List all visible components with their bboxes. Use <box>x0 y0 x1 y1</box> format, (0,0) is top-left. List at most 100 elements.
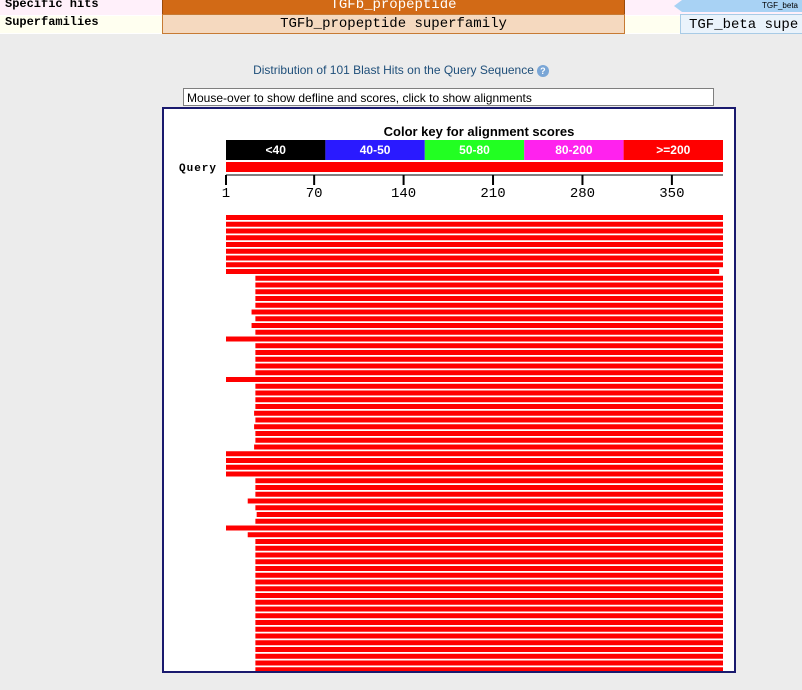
hit-bar[interactable] <box>226 464 723 470</box>
hit-bar[interactable] <box>255 417 723 423</box>
hit-bar[interactable] <box>247 532 723 538</box>
help-icon[interactable]: ? <box>536 64 549 77</box>
hit-bar[interactable] <box>226 336 723 342</box>
hit-bar[interactable] <box>255 478 723 484</box>
hit-bar[interactable] <box>255 613 723 619</box>
hit-bar[interactable] <box>255 572 723 578</box>
hit-bar[interactable] <box>226 248 723 254</box>
color-key-bin <box>623 140 723 160</box>
hit-bar[interactable] <box>255 431 723 436</box>
color-key-label: 80-200 <box>555 143 593 157</box>
hit-bar[interactable] <box>255 559 723 565</box>
hit-bar[interactable] <box>255 491 723 497</box>
hit-bar[interactable] <box>247 498 723 504</box>
hit-bar[interactable] <box>226 471 723 477</box>
defline-box: Mouse-over to show defline and scores, c… <box>183 88 714 106</box>
blast-hits-graph: Color key for alignment scores <40 40-50 50… <box>162 107 736 673</box>
distribution-title: Distribution of 101 Blast Hits on the Qu… <box>0 63 802 77</box>
distribution-title-text: Distribution of 101 Blast Hits on the Qu… <box>253 63 534 77</box>
hit-bar[interactable] <box>255 620 723 625</box>
color-key-bin <box>226 140 326 160</box>
hit-bar[interactable] <box>251 323 723 328</box>
hit-bar[interactable] <box>226 262 723 268</box>
hit-bar[interactable] <box>255 370 723 376</box>
color-key-label: <40 <box>266 143 287 157</box>
axis-tick-label: 1 <box>222 186 230 202</box>
hit-bar[interactable] <box>255 289 723 295</box>
hit-bar[interactable] <box>251 309 723 315</box>
hit-bar[interactable] <box>255 579 723 585</box>
hit-bar[interactable] <box>256 512 723 517</box>
hit-bar[interactable] <box>255 397 723 403</box>
query-bar <box>226 162 723 172</box>
hit-bar[interactable] <box>255 606 723 612</box>
hit-bar[interactable] <box>255 329 723 335</box>
hit-bar[interactable] <box>255 633 723 639</box>
domain-header: Specific hits Superfamilies TGFb_propept… <box>0 0 802 34</box>
hit-bar[interactable] <box>226 255 723 261</box>
hit-bar[interactable] <box>254 410 723 416</box>
hit-bar[interactable] <box>255 316 723 322</box>
hit-bar[interactable] <box>255 275 723 281</box>
specific-hits-label: Specific hits <box>5 0 99 11</box>
color-key-title: Color key for alignment scores <box>384 124 575 139</box>
hits-graphic: Color key for alignment scores <40 40-50 50… <box>179 124 723 671</box>
hit-bar[interactable] <box>255 640 723 646</box>
color-key-label: >=200 <box>656 143 690 157</box>
hit-bar[interactable] <box>255 505 723 511</box>
color-key-bin <box>424 140 525 160</box>
color-key-bin <box>325 140 425 160</box>
axis-tick-label: 210 <box>480 186 505 202</box>
hit-bar[interactable] <box>255 586 723 592</box>
hit-bar[interactable] <box>255 552 723 558</box>
hit-bar[interactable] <box>255 437 723 443</box>
hit-bar[interactable] <box>255 539 723 544</box>
hit-bar[interactable] <box>226 525 723 531</box>
hit-bar[interactable] <box>226 235 723 241</box>
hit-bar[interactable] <box>226 458 723 463</box>
hit-bar[interactable] <box>226 221 723 227</box>
tgf-beta-specific-bar[interactable]: TGF_beta <box>674 0 802 12</box>
axis-tick-label: 70 <box>306 186 323 202</box>
hit-bar[interactable] <box>255 667 723 671</box>
hit-bar[interactable] <box>226 451 723 457</box>
hit-bar[interactable] <box>226 215 723 220</box>
axis-tick-label: 350 <box>659 186 684 202</box>
superfamily-domain-bar[interactable]: TGFb_propeptide superfamily <box>162 14 625 34</box>
hit-bar[interactable] <box>254 424 723 430</box>
color-key-label: 50-80 <box>459 143 490 157</box>
hit-bar[interactable] <box>255 653 723 659</box>
hit-bar[interactable] <box>255 343 723 349</box>
hit-bar[interactable] <box>255 356 723 362</box>
hit-bar[interactable] <box>255 350 723 355</box>
hit-bar[interactable] <box>255 647 723 652</box>
color-key-label: 40-50 <box>360 143 391 157</box>
hit-bar[interactable] <box>226 242 723 247</box>
tgf-beta-superfamily-bar[interactable]: TGF_beta supe <box>680 14 802 34</box>
specific-domain-bar[interactable]: TGFb_propeptide <box>162 0 625 14</box>
hit-bar[interactable] <box>255 282 723 288</box>
hit-bar[interactable] <box>226 269 720 274</box>
hit-bar[interactable] <box>226 377 723 382</box>
hit-bar[interactable] <box>255 599 723 605</box>
superfamilies-label: Superfamilies <box>5 15 99 29</box>
hit-bar[interactable] <box>255 545 723 551</box>
hit-bar[interactable] <box>255 660 723 666</box>
query-label: Query <box>179 163 217 175</box>
hit-bar[interactable] <box>254 444 723 450</box>
hit-bar[interactable] <box>255 566 723 571</box>
axis-tick-label: 280 <box>570 186 595 202</box>
hit-bar[interactable] <box>255 404 723 409</box>
hit-bar[interactable] <box>255 296 723 301</box>
hit-bar[interactable] <box>255 390 723 396</box>
hit-bar[interactable] <box>255 383 723 389</box>
color-key-bin <box>524 140 624 160</box>
hit-bar[interactable] <box>255 518 723 524</box>
hit-bar[interactable] <box>255 363 723 369</box>
axis-tick-label: 140 <box>391 186 416 202</box>
hit-bar[interactable] <box>255 626 723 632</box>
hit-bar[interactable] <box>255 485 723 490</box>
hit-bar[interactable] <box>226 228 723 234</box>
hit-bar[interactable] <box>255 593 723 598</box>
hit-bar[interactable] <box>255 302 723 308</box>
